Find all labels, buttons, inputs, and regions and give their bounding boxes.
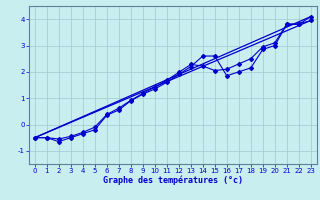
X-axis label: Graphe des températures (°c): Graphe des températures (°c)	[103, 176, 243, 185]
